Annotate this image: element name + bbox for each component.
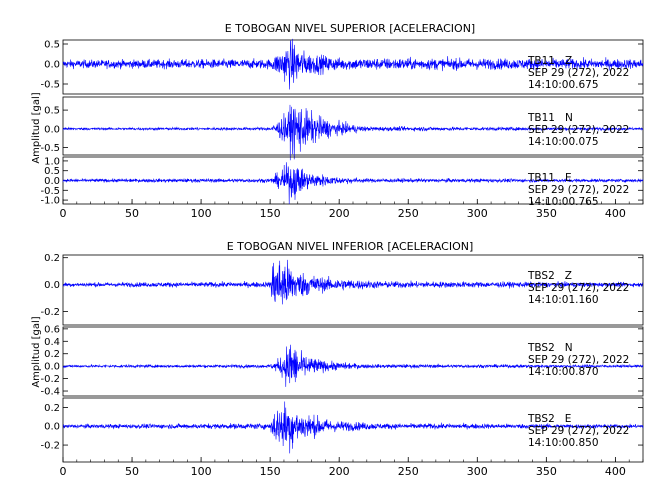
station-channel-label: TB11 E bbox=[527, 172, 572, 184]
y-tick-label: 0.0 bbox=[44, 362, 60, 373]
x-tick-label: 50 bbox=[125, 207, 139, 220]
panel-frame bbox=[62, 96, 644, 156]
station-date-label: SEP 29 (272), 2022 bbox=[528, 184, 629, 196]
x-tick-label: 50 bbox=[125, 465, 139, 478]
x-tick-label: 300 bbox=[467, 207, 488, 220]
chart-title-inferior: E TOBOGAN NIVEL INFERIOR [ACELERACION] bbox=[227, 240, 474, 253]
station-date-label: SEP 29 (272), 2022 bbox=[528, 124, 629, 136]
y-tick-label: 0.0 bbox=[44, 60, 60, 71]
y-tick-label: 0.2 bbox=[44, 403, 60, 414]
y-axis-label-inferior: Amplitud [gal] bbox=[31, 316, 42, 387]
y-tick-label: -0.2 bbox=[40, 441, 60, 452]
y-tick-label: 0.0 bbox=[44, 422, 60, 433]
x-tick-label: 250 bbox=[398, 465, 419, 478]
station-time-label: 14:10:00.765 bbox=[528, 196, 599, 208]
station-time-label: 14:10:00.850 bbox=[528, 437, 599, 449]
x-axis-superior: 0 50 100 150 200 250 300 350 400 bbox=[60, 199, 644, 220]
waveform-trace bbox=[62, 38, 644, 90]
station-date-label: SEP 29 (272), 2022 bbox=[528, 282, 629, 294]
y-tick-label: 0.5 bbox=[44, 106, 60, 117]
station-date-label: SEP 29 (272), 2022 bbox=[528, 354, 629, 366]
y-tick-label: -0.5 bbox=[40, 80, 60, 91]
y-tick-label: 1.0 bbox=[44, 156, 60, 167]
station-time-label: 14:10:00.675 bbox=[528, 79, 599, 91]
x-tick-label: 150 bbox=[260, 207, 281, 220]
station-channel-label: TB11 Z bbox=[527, 55, 572, 67]
panel-frame bbox=[62, 326, 644, 397]
panel-frame bbox=[62, 254, 644, 326]
y-tick-label: -0.4 bbox=[40, 387, 60, 398]
y-tick-label: 0.2 bbox=[44, 349, 60, 360]
chart-inferior: E TOBOGAN NIVEL INFERIOR [ACELERACION] A… bbox=[31, 240, 644, 478]
station-channel-label: TB11 N bbox=[527, 112, 573, 124]
station-time-label: 14:10:00.870 bbox=[528, 366, 599, 378]
x-tick-label: 300 bbox=[467, 465, 488, 478]
panel-frame bbox=[62, 39, 644, 95]
x-tick-label: 400 bbox=[605, 207, 626, 220]
chart-title-superior: E TOBOGAN NIVEL SUPERIOR [ACELERACION] bbox=[225, 22, 475, 35]
x-tick-label: 350 bbox=[536, 207, 557, 220]
station-channel-label: TBS2 E bbox=[527, 413, 571, 425]
station-channel-label: TBS2 N bbox=[527, 342, 573, 354]
x-tick-label: 100 bbox=[191, 465, 212, 478]
y-tick-label: 0.0 bbox=[44, 280, 60, 291]
waveform-trace bbox=[62, 162, 644, 205]
x-tick-label: 0 bbox=[60, 465, 67, 478]
waveform-trace bbox=[62, 401, 644, 454]
x-tick-label: 250 bbox=[398, 207, 419, 220]
y-tick-label: 0.6 bbox=[44, 324, 60, 335]
chart-superior: E TOBOGAN NIVEL SUPERIOR [ACELERACION] A… bbox=[31, 22, 644, 220]
y-axis-label-superior: Amplitud [gal] bbox=[31, 92, 42, 163]
y-tick-label: 0.0 bbox=[44, 124, 60, 135]
station-date-label: SEP 29 (272), 2022 bbox=[528, 425, 629, 437]
station-channel-label: TBS2 Z bbox=[527, 270, 572, 282]
y-tick-label: -0.5 bbox=[40, 143, 60, 154]
station-time-label: 14:10:01.160 bbox=[528, 294, 599, 306]
station-time-label: 14:10:00.075 bbox=[528, 136, 599, 148]
waveform-trace bbox=[62, 344, 644, 387]
x-tick-label: 350 bbox=[536, 465, 557, 478]
y-tick-label: 0.4 bbox=[44, 337, 60, 348]
x-tick-label: 400 bbox=[605, 465, 626, 478]
waveform-trace bbox=[62, 104, 644, 161]
y-tick-label: 0.0 bbox=[44, 176, 60, 187]
x-tick-label: 0 bbox=[60, 207, 67, 220]
y-tick-label: 0.5 bbox=[44, 166, 60, 177]
y-tick-label: -0.2 bbox=[40, 307, 60, 318]
y-tick-label: 0.5 bbox=[44, 40, 60, 51]
x-tick-label: 200 bbox=[329, 207, 350, 220]
y-tick-label: -1.0 bbox=[40, 196, 60, 207]
x-tick-label: 150 bbox=[260, 465, 281, 478]
waveform-trace bbox=[62, 259, 644, 305]
x-tick-label: 100 bbox=[191, 207, 212, 220]
y-tick-label: -0.2 bbox=[40, 374, 60, 385]
station-date-label: SEP 29 (272), 2022 bbox=[528, 67, 629, 79]
x-axis-inferior: 0 50 100 150 200 250 300 350 400 bbox=[60, 457, 644, 478]
y-tick-label: 0.2 bbox=[44, 253, 60, 264]
x-tick-label: 200 bbox=[329, 465, 350, 478]
y-tick-label: -0.5 bbox=[40, 186, 60, 197]
